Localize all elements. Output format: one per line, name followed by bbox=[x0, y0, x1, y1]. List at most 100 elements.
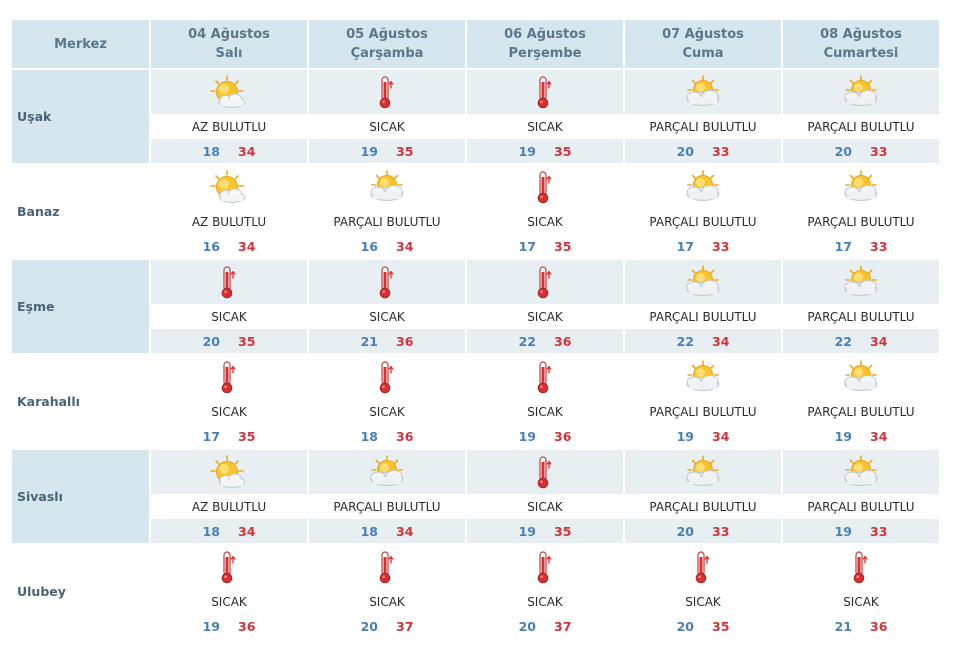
forecast-row: Banaz AZ BULUTLU 16 34 PARÇALI BULUTLU 16 34 SI… bbox=[12, 165, 939, 258]
forecast-cell-content: PARÇALI BULUTLU 19 33 bbox=[783, 450, 939, 543]
temperature-range: 20 37 bbox=[309, 614, 465, 638]
max-temperature: 34 bbox=[238, 523, 256, 539]
forecast-cell-content: SICAK 19 35 bbox=[467, 70, 623, 163]
forecast-cell-content: SICAK 19 36 bbox=[467, 355, 623, 448]
weather-description: SICAK bbox=[309, 304, 465, 329]
temperature-range: 21 36 bbox=[309, 329, 465, 353]
min-temperature: 20 bbox=[360, 618, 378, 634]
max-temperature: 34 bbox=[396, 238, 414, 254]
merkez-header: Merkez bbox=[12, 20, 149, 68]
weather-description: AZ BULUTLU bbox=[151, 114, 307, 139]
weather-description: SICAK bbox=[309, 399, 465, 424]
weather-description: SICAK bbox=[309, 589, 465, 614]
forecast-cell: SICAK 20 35 bbox=[151, 260, 307, 353]
forecast-cell: PARÇALI BULUTLU 22 34 bbox=[783, 260, 939, 353]
max-temperature: 35 bbox=[238, 428, 256, 444]
thermometer-icon bbox=[377, 75, 397, 109]
min-temperature: 20 bbox=[676, 143, 694, 159]
cloud-sun-icon bbox=[684, 265, 722, 299]
icon-area bbox=[625, 260, 781, 304]
temperature-range: 20 33 bbox=[625, 519, 781, 543]
max-temperature: 35 bbox=[712, 618, 730, 634]
forecast-cell-content: AZ BULUTLU 16 34 bbox=[151, 165, 307, 258]
cloud-sun-icon bbox=[684, 170, 722, 204]
day-header: 08 Ağustos Cumartesi bbox=[783, 20, 939, 68]
forecast-cell-content: AZ BULUTLU 18 34 bbox=[151, 450, 307, 543]
weather-description: PARÇALI BULUTLU bbox=[783, 399, 939, 424]
temperature-range: 19 34 bbox=[625, 424, 781, 448]
thermometer-icon bbox=[377, 550, 397, 584]
weather-description: PARÇALI BULUTLU bbox=[783, 494, 939, 519]
max-temperature: 35 bbox=[554, 238, 572, 254]
max-temperature: 34 bbox=[712, 333, 730, 349]
max-temperature: 36 bbox=[554, 428, 572, 444]
weather-description: SICAK bbox=[151, 304, 307, 329]
forecast-cell: PARÇALI BULUTLU 19 34 bbox=[625, 355, 781, 448]
weather-description: SICAK bbox=[467, 209, 623, 234]
day-date: 05 Ağustos bbox=[346, 27, 428, 42]
icon-area bbox=[151, 545, 307, 589]
max-temperature: 36 bbox=[396, 428, 414, 444]
thermometer-icon bbox=[535, 550, 555, 584]
thermometer-icon bbox=[693, 550, 713, 584]
icon-area bbox=[467, 450, 623, 494]
cloud-sun-icon bbox=[842, 455, 880, 489]
min-temperature: 17 bbox=[518, 238, 536, 254]
day-weekday: Cuma bbox=[682, 46, 724, 61]
forecast-cell: PARÇALI BULUTLU 19 34 bbox=[783, 355, 939, 448]
max-temperature: 37 bbox=[554, 618, 572, 634]
city-name: Sivaslı bbox=[12, 450, 149, 543]
icon-area bbox=[467, 355, 623, 399]
forecast-cell-content: SICAK 20 37 bbox=[467, 545, 623, 638]
max-temperature: 34 bbox=[870, 333, 888, 349]
weather-description: SICAK bbox=[467, 399, 623, 424]
icon-area bbox=[625, 70, 781, 114]
forecast-cell-content: PARÇALI BULUTLU 20 33 bbox=[625, 70, 781, 163]
forecast-cell-content: SICAK 21 36 bbox=[783, 545, 939, 638]
forecast-cell-content: SICAK 17 35 bbox=[467, 165, 623, 258]
forecast-cell: PARÇALI BULUTLU 17 33 bbox=[783, 165, 939, 258]
forecast-cell-content: SICAK 17 35 bbox=[151, 355, 307, 448]
icon-area bbox=[309, 260, 465, 304]
thermometer-icon bbox=[535, 170, 555, 204]
max-temperature: 36 bbox=[238, 618, 256, 634]
max-temperature: 37 bbox=[396, 618, 414, 634]
thermometer-icon bbox=[219, 360, 239, 394]
weather-description: SICAK bbox=[467, 304, 623, 329]
day-date: 07 Ağustos bbox=[662, 27, 744, 42]
forecast-cell: SICAK 19 35 bbox=[467, 70, 623, 163]
forecast-cell-content: SICAK 18 36 bbox=[309, 355, 465, 448]
forecast-cell-content: PARÇALI BULUTLU 20 33 bbox=[625, 450, 781, 543]
day-header: 05 Ağustos Çarşamba bbox=[309, 20, 465, 68]
day-weekday: Çarşamba bbox=[350, 46, 424, 61]
min-temperature: 16 bbox=[202, 238, 220, 254]
forecast-cell: SICAK 18 36 bbox=[309, 355, 465, 448]
max-temperature: 33 bbox=[712, 523, 730, 539]
forecast-cell: PARÇALI BULUTLU 16 34 bbox=[309, 165, 465, 258]
day-date: 08 Ağustos bbox=[820, 27, 902, 42]
max-temperature: 33 bbox=[870, 238, 888, 254]
forecast-cell-content: PARÇALI BULUTLU 19 34 bbox=[783, 355, 939, 448]
icon-area bbox=[309, 70, 465, 114]
icon-area bbox=[783, 545, 939, 589]
min-temperature: 17 bbox=[202, 428, 220, 444]
max-temperature: 35 bbox=[554, 523, 572, 539]
weather-description: PARÇALI BULUTLU bbox=[625, 114, 781, 139]
min-temperature: 19 bbox=[834, 428, 852, 444]
icon-area bbox=[309, 545, 465, 589]
icon-area bbox=[783, 165, 939, 209]
thermometer-icon bbox=[377, 265, 397, 299]
city-name: Karahallı bbox=[12, 355, 149, 448]
min-temperature: 20 bbox=[518, 618, 536, 634]
weather-description: SICAK bbox=[467, 494, 623, 519]
temperature-range: 19 35 bbox=[467, 139, 623, 163]
temperature-range: 19 36 bbox=[467, 424, 623, 448]
max-temperature: 33 bbox=[870, 523, 888, 539]
min-temperature: 18 bbox=[202, 523, 220, 539]
icon-area bbox=[151, 70, 307, 114]
min-temperature: 19 bbox=[202, 618, 220, 634]
day-date: 04 Ağustos bbox=[188, 27, 270, 42]
temperature-range: 20 35 bbox=[625, 614, 781, 638]
icon-area bbox=[151, 450, 307, 494]
temperature-range: 19 36 bbox=[151, 614, 307, 638]
